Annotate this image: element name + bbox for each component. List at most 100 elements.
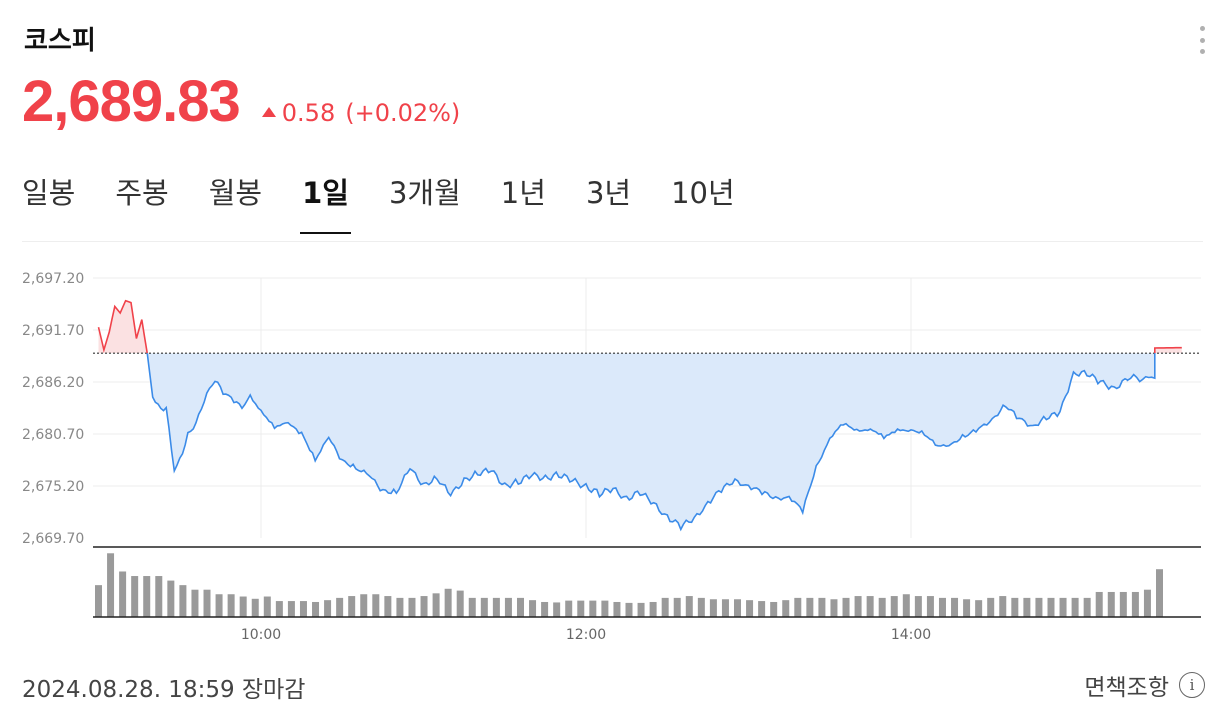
- volume-bar: [1156, 569, 1163, 617]
- tab-3months[interactable]: 3개월: [388, 176, 461, 210]
- volume-bar: [420, 596, 428, 617]
- volume-bar: [866, 596, 874, 617]
- volume-bar: [468, 597, 476, 617]
- volume-bar: [1023, 597, 1031, 617]
- y-tick-label: 2,691.70: [22, 323, 84, 339]
- volume-bar: [191, 589, 199, 617]
- volume-bar: [553, 602, 561, 617]
- volume-bar: [721, 599, 729, 617]
- volume-bar: [818, 597, 826, 617]
- volume-bar: [1047, 597, 1055, 617]
- volume-bar: [1143, 589, 1151, 617]
- y-tick-label: 2,697.20: [22, 271, 84, 287]
- volume-bar: [275, 601, 283, 617]
- update-timestamp: 2024.08.28. 18:59 장마감: [22, 677, 306, 703]
- tab-divider: [22, 241, 1203, 242]
- y-tick-label: 2,680.70: [22, 427, 84, 443]
- volume-bar: [589, 600, 597, 617]
- volume-bar: [516, 597, 524, 617]
- x-tick-label: 12:00: [566, 627, 606, 643]
- price-row: 2,689.83 0.58 (+0.02%): [22, 68, 460, 135]
- volume-bar: [565, 600, 573, 617]
- volume-bar: [1131, 591, 1139, 617]
- volume-bar: [215, 594, 223, 617]
- volume-bar: [251, 598, 259, 617]
- volume-bar: [649, 601, 657, 617]
- volume-bar: [697, 597, 705, 617]
- tab-daily[interactable]: 일봉: [22, 176, 76, 210]
- volume-bar: [1119, 591, 1127, 617]
- area-below-prev-close: [98, 353, 1182, 530]
- volume-bar: [1095, 591, 1103, 617]
- tab-1year[interactable]: 1년: [500, 176, 546, 210]
- volume-bar: [625, 602, 633, 617]
- change-percent: (+0.02%): [345, 99, 461, 127]
- volume-bar: [794, 597, 802, 617]
- tab-10years[interactable]: 10년: [671, 176, 735, 210]
- tab-1day[interactable]: 1일: [300, 170, 351, 234]
- volume-bar: [577, 600, 585, 617]
- volume-bar: [951, 597, 959, 617]
- volume-bar: [1011, 597, 1019, 617]
- tab-weekly[interactable]: 주봉: [115, 176, 169, 210]
- volume-bar: [143, 576, 151, 617]
- volume-bar: [336, 597, 344, 617]
- volume-bar: [167, 580, 175, 617]
- volume-bar: [203, 589, 211, 617]
- volume-bar: [504, 597, 512, 617]
- volume-bar: [1071, 597, 1079, 617]
- disclaimer-link[interactable]: 면책조항 i: [1084, 668, 1205, 702]
- volume-bar: [902, 594, 910, 617]
- tab-monthly[interactable]: 월봉: [208, 176, 263, 210]
- volume-bar: [348, 596, 356, 617]
- price-change: 0.58 (+0.02%): [261, 99, 461, 127]
- volume-bar: [914, 596, 922, 617]
- volume-bar: [673, 597, 681, 617]
- volume-bar: [806, 597, 814, 617]
- price-line-down: [146, 353, 1156, 532]
- more-options-icon[interactable]: [1199, 26, 1205, 54]
- volume-bar: [926, 596, 934, 617]
- volume-bar: [770, 601, 778, 617]
- volume-bar: [107, 553, 115, 617]
- volume-bar: [384, 596, 392, 617]
- up-arrow-icon: [261, 107, 276, 117]
- volume-bar: [299, 601, 307, 617]
- y-tick-label: 2,686.20: [22, 375, 84, 391]
- volume-bar: [131, 576, 139, 617]
- volume-bar: [854, 596, 862, 617]
- volume-bar: [480, 597, 488, 617]
- volume-bar: [372, 594, 380, 617]
- volume-bar: [324, 600, 332, 617]
- volume-bar: [1107, 591, 1115, 617]
- volume-bar: [890, 596, 898, 617]
- volume-bar: [287, 601, 295, 617]
- volume-bar: [408, 597, 416, 617]
- y-tick-label: 2,669.70: [22, 531, 84, 547]
- volume-bar: [938, 597, 946, 617]
- volume-bar: [830, 599, 838, 617]
- volume-bar: [312, 601, 320, 617]
- change-value: 0.58: [281, 99, 336, 127]
- intraday-chart[interactable]: 2,697.20 2,691.70 2,686.20 2,680.70 2,675.20…: [0, 250, 1219, 655]
- volume-bar: [541, 601, 549, 617]
- volume-bar: [155, 576, 163, 617]
- tab-3years[interactable]: 3년: [585, 176, 632, 210]
- volume-bar: [1059, 597, 1067, 617]
- period-tabs: 일봉 주봉 월봉 1일 3개월 1년 3년 10년: [22, 170, 775, 234]
- y-tick-label: 2,675.20: [22, 479, 84, 495]
- x-tick-label: 14:00: [891, 627, 931, 643]
- volume-bar: [613, 601, 621, 617]
- volume-bar: [95, 585, 102, 617]
- volume-bar: [685, 596, 693, 617]
- volume-bar: [637, 602, 645, 617]
- volume-bar: [975, 600, 983, 617]
- volume-bar: [1035, 597, 1043, 617]
- volume-bar: [1083, 597, 1091, 617]
- volume-bar: [661, 597, 669, 617]
- volume-bar: [444, 588, 452, 617]
- disclaimer-label: 면책조항: [1084, 675, 1169, 701]
- volume-bar: [456, 590, 464, 617]
- current-price: 2,689.83: [22, 69, 241, 134]
- volume-bar: [842, 597, 850, 617]
